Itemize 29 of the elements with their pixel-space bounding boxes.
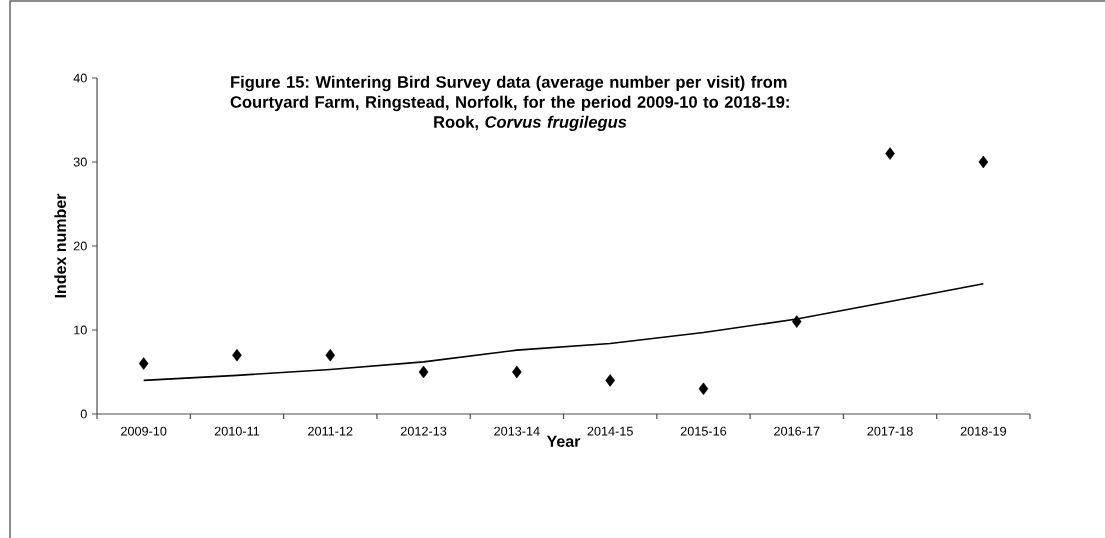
text: Figure 15: Wintering Bird Survey data (average number per visit) from Courtyard Farm, Ringstead, Norfolk, for the period 2009-10 to 2018-19: Rook, Corvus frugilegus <box>230 75 789 132</box>
y-tick-label: 30 <box>73 157 87 167</box>
x-tick-label: 2017-18 <box>867 426 913 436</box>
point <box>325 348 336 362</box>
point <box>418 365 429 379</box>
x-tick-label: 2012-13 <box>400 426 447 436</box>
point <box>512 365 522 379</box>
point <box>232 348 242 362</box>
point <box>605 374 615 387</box>
x-tick-label: 2015-16 <box>680 426 727 436</box>
x-tick-label: 2018-19 <box>960 426 1006 436</box>
x-tick-label: 2014-15 <box>587 426 633 436</box>
point <box>698 382 709 396</box>
x-tick-label: 2011-12 <box>308 426 353 436</box>
x-axis-title: Year <box>546 435 581 447</box>
x-tick-label: 2009-10 <box>121 426 167 436</box>
point <box>138 357 149 370</box>
y-tick-label: 40 <box>73 73 87 83</box>
line-series <box>142 282 985 382</box>
x-tick-label: 2010-11 <box>214 426 260 436</box>
point <box>885 147 895 160</box>
point <box>978 155 989 169</box>
x-tick-label: 2016-17 <box>774 426 820 436</box>
point <box>791 315 802 328</box>
y-tick-label: 10 <box>74 325 87 335</box>
y-tick-label: 0 <box>80 409 87 419</box>
y-tick-label: 20 <box>73 241 87 251</box>
x-tick-label: 2013-14 <box>494 426 540 436</box>
y-axis-title: Index number <box>54 193 67 298</box>
